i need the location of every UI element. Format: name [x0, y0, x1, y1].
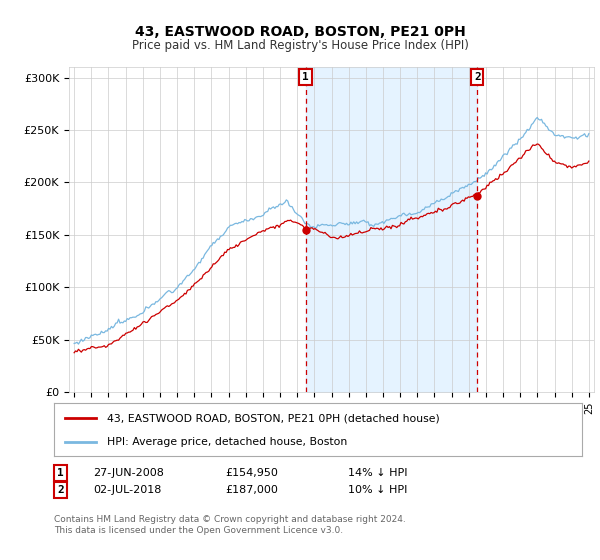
Text: 43, EASTWOOD ROAD, BOSTON, PE21 0PH: 43, EASTWOOD ROAD, BOSTON, PE21 0PH: [134, 25, 466, 39]
Text: 43, EASTWOOD ROAD, BOSTON, PE21 0PH (detached house): 43, EASTWOOD ROAD, BOSTON, PE21 0PH (det…: [107, 413, 440, 423]
Text: 14% ↓ HPI: 14% ↓ HPI: [348, 468, 407, 478]
Text: 10% ↓ HPI: 10% ↓ HPI: [348, 485, 407, 495]
Text: 27-JUN-2008: 27-JUN-2008: [93, 468, 164, 478]
Text: 2: 2: [57, 485, 64, 495]
Text: Price paid vs. HM Land Registry's House Price Index (HPI): Price paid vs. HM Land Registry's House …: [131, 39, 469, 52]
Text: This data is licensed under the Open Government Licence v3.0.: This data is licensed under the Open Gov…: [54, 526, 343, 535]
Text: 1: 1: [302, 72, 309, 82]
Text: £154,950: £154,950: [225, 468, 278, 478]
Text: 02-JUL-2018: 02-JUL-2018: [93, 485, 161, 495]
Text: Contains HM Land Registry data © Crown copyright and database right 2024.: Contains HM Land Registry data © Crown c…: [54, 515, 406, 524]
Text: 2: 2: [474, 72, 481, 82]
Text: £187,000: £187,000: [225, 485, 278, 495]
Text: 1: 1: [57, 468, 64, 478]
Text: HPI: Average price, detached house, Boston: HPI: Average price, detached house, Bost…: [107, 436, 347, 446]
